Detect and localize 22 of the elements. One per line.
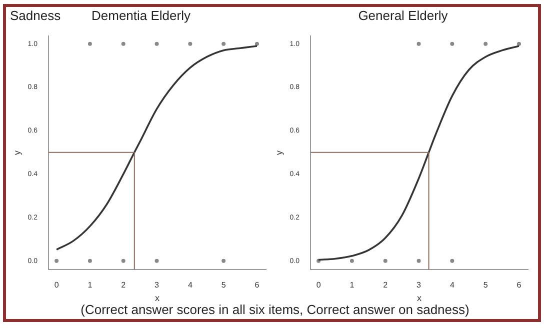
x-tick-label: 6 xyxy=(254,280,260,290)
x-axis-title: x xyxy=(417,293,422,304)
x-tick-label: 0 xyxy=(316,280,322,290)
x-tick-label: 4 xyxy=(450,280,455,290)
x-axis-title: x xyxy=(155,293,160,304)
chart-title: General Elderly xyxy=(357,8,449,23)
x-tick-label: 1 xyxy=(350,280,355,290)
x-tick-label: 6 xyxy=(516,280,522,290)
x-tick-label: 1 xyxy=(88,280,93,290)
y-axis-title: y xyxy=(274,150,284,156)
x-tick-label: 4 xyxy=(188,280,193,290)
x-tick-label: 2 xyxy=(383,280,388,290)
x-tick-label: 3 xyxy=(416,280,422,290)
x-tick-label: 3 xyxy=(154,280,160,290)
x-tick-label: 2 xyxy=(121,280,126,290)
x-tick-label: 5 xyxy=(483,280,488,290)
text: Sadness xyxy=(10,8,61,23)
chart-title: Dementia Elderly xyxy=(92,8,190,23)
y-axis-title: y xyxy=(12,150,22,156)
x-tick-label: 0 xyxy=(54,280,60,290)
x-tick-label: 5 xyxy=(221,280,226,290)
text: (Correct answer scores in all six items, Correct answer on sadness) xyxy=(80,302,470,317)
